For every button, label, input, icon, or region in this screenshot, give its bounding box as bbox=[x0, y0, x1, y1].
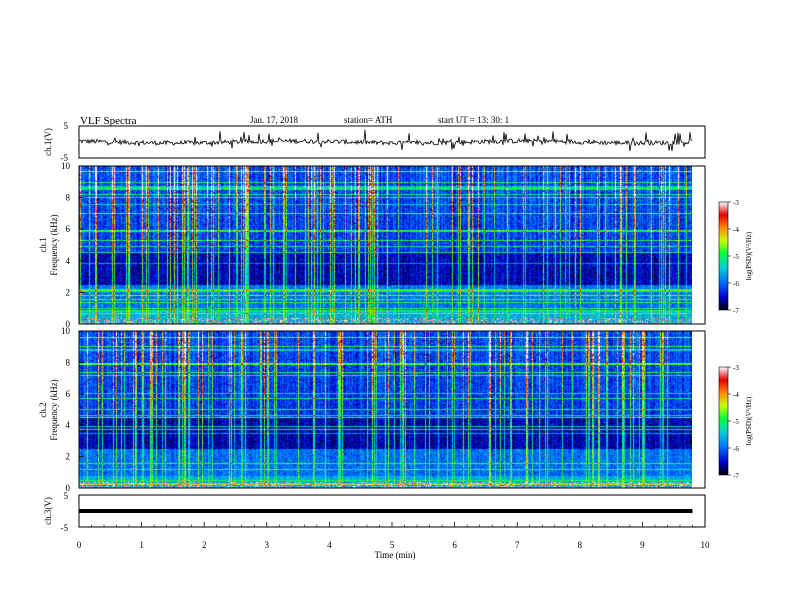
colorbar-tick-label: -4 bbox=[733, 226, 739, 234]
y-tick-label: 10 bbox=[61, 326, 71, 336]
y-tick-label: 8 bbox=[66, 357, 71, 367]
ch3-waveform-panel: 5 -5 ch.3(V) bbox=[43, 491, 706, 533]
ch1-spectrogram-image-wrap bbox=[79, 166, 692, 324]
y-tick-label: 6 bbox=[66, 389, 71, 399]
figure-station: station= ATH bbox=[344, 115, 393, 125]
ch1-waveform-frame bbox=[78, 125, 706, 159]
figure-start-time: start UT = 13: 30: 1 bbox=[438, 115, 509, 125]
y-tick-label: 4 bbox=[66, 256, 71, 266]
ch1-colorbar-gradient bbox=[719, 202, 728, 310]
figure-date: Jan. 17, 2018 bbox=[250, 115, 298, 125]
ch1-spectrogram-frame bbox=[78, 165, 706, 325]
ch2-colorbar-label: log(PSD)(V²/Hz) bbox=[745, 396, 753, 445]
ch2-spectrogram-yticks: 0 2 4 6 8 10 bbox=[61, 326, 84, 493]
colorbar-tick-label: -7 bbox=[733, 307, 739, 315]
colorbar-tick-label: -7 bbox=[733, 472, 739, 480]
x-tick-label: 10 bbox=[701, 540, 711, 550]
x-tick-label: 4 bbox=[327, 540, 332, 550]
x-tick-label: 6 bbox=[452, 540, 457, 550]
ch3-ytick-neg5: -5 bbox=[61, 523, 69, 533]
ch1-spectrogram-yticks: 0 2 4 6 8 10 bbox=[61, 161, 84, 329]
ch1-ytick-neg5: -5 bbox=[61, 153, 69, 163]
x-tick-label: 3 bbox=[265, 540, 270, 550]
x-tick-label: 1 bbox=[139, 540, 144, 550]
ch2-spectrogram-ylabel: Frequency (kHz) bbox=[49, 379, 59, 440]
ch1-colorbar: -3 -4 -5 -6 -7 log(PSD)(V²/Hz) bbox=[718, 199, 753, 315]
x-tick-label: 7 bbox=[515, 540, 520, 550]
ch2-spectrogram-image-wrap bbox=[79, 331, 692, 488]
ch3-waveform-ylabel: ch.3(V) bbox=[43, 497, 53, 525]
y-tick-label: 0 bbox=[66, 319, 71, 329]
x-axis-label: Time (min) bbox=[375, 550, 416, 560]
colorbar-tick-label: -5 bbox=[733, 418, 739, 426]
x-tick-label: 8 bbox=[578, 540, 583, 550]
y-tick-label: 8 bbox=[66, 193, 71, 203]
ch2-colorbar: -3 -4 -5 -6 -7 log(PSD)(V²/Hz) bbox=[718, 364, 753, 480]
ch1-colorbar-ticks: -3 -4 -5 -6 -7 bbox=[728, 199, 739, 315]
ch2-colorbar-gradient bbox=[719, 367, 728, 475]
colorbar-tick-label: -3 bbox=[733, 199, 739, 207]
ch1-spectrogram-channel-label: ch.1 bbox=[38, 237, 48, 252]
ch1-colorbar-label: log(PSD)(V²/Hz) bbox=[745, 231, 753, 280]
ch1-waveform-panel: 5 -5 ch.1(V) bbox=[43, 121, 706, 163]
x-tick-label: 0 bbox=[77, 540, 82, 550]
figure-title: VLF Spectra bbox=[80, 115, 137, 127]
ch2-spectrogram-channel-label: ch.2 bbox=[38, 402, 48, 417]
x-tick-label: 2 bbox=[202, 540, 207, 550]
ch2-spectrogram-heatmap bbox=[79, 331, 692, 488]
ch2-spectrogram-panel: 0 2 4 6 8 10 ch.2 Frequency (kHz) -3 -4 -5 -6 -7 … bbox=[38, 326, 753, 493]
colorbar-tick-label: -5 bbox=[733, 253, 739, 261]
colorbar-tick-label: -6 bbox=[733, 280, 739, 288]
ch1-spectrogram-panel: 0 2 4 6 8 10 ch.1 Frequency (kHz) -3 -4 -5 -6 -7 … bbox=[38, 161, 753, 329]
ch3-ytick-5: 5 bbox=[64, 491, 69, 501]
y-tick-label: 6 bbox=[66, 224, 71, 234]
x-tick-label: 9 bbox=[640, 540, 645, 550]
y-tick-label: 10 bbox=[61, 161, 71, 171]
colorbar-tick-label: -3 bbox=[733, 364, 739, 372]
ch2-colorbar-ticks: -3 -4 -5 -6 -7 bbox=[728, 364, 739, 480]
ch1-spectrogram-ylabel: Frequency (kHz) bbox=[49, 214, 59, 275]
x-tick-label: 5 bbox=[390, 540, 395, 550]
ch2-spectrogram-frame bbox=[78, 330, 706, 489]
y-tick-label: 2 bbox=[66, 287, 71, 297]
x-axis-ticks: 0 1 2 3 4 5 6 7 8 9 10 bbox=[77, 522, 710, 550]
ch1-waveform-trace bbox=[78, 129, 693, 152]
y-tick-label: 2 bbox=[66, 452, 71, 462]
colorbar-tick-label: -6 bbox=[733, 445, 739, 453]
y-tick-label: 4 bbox=[66, 420, 71, 430]
ch1-waveform-ylabel: ch.1(V) bbox=[43, 128, 53, 156]
colorbar-tick-label: -4 bbox=[733, 391, 739, 399]
ch1-spectrogram-heatmap bbox=[79, 166, 692, 324]
ch1-ytick-5: 5 bbox=[64, 121, 69, 131]
y-tick-label: 0 bbox=[66, 483, 71, 493]
